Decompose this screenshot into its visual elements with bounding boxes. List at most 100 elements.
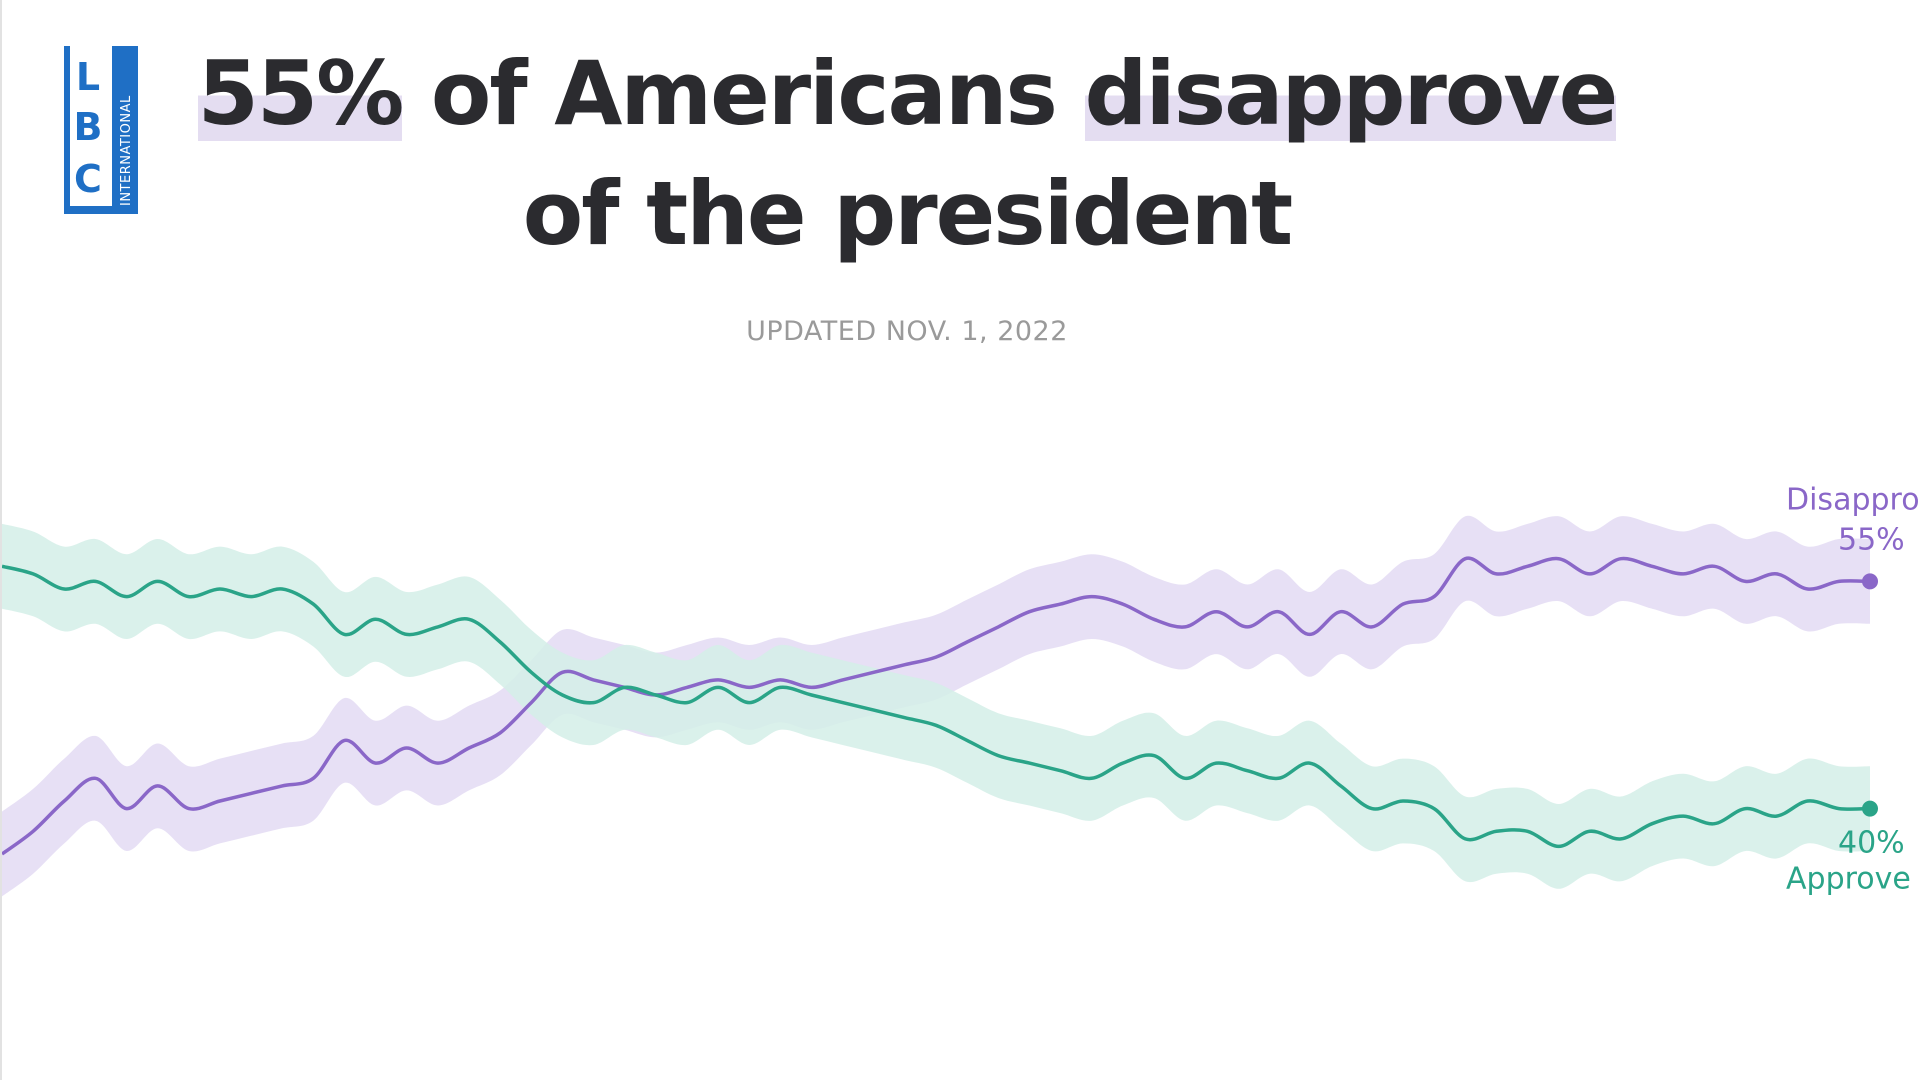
approve-point xyxy=(716,685,720,689)
approve-point xyxy=(187,595,191,599)
disapprove-point xyxy=(1775,572,1779,576)
approve-point xyxy=(778,685,782,689)
disapprove-point xyxy=(1463,557,1467,561)
disapprove-point xyxy=(467,746,471,750)
disapprove-point xyxy=(1557,557,1561,561)
logo-bar-left xyxy=(64,46,70,214)
approve-point xyxy=(93,579,97,583)
disapprove-point xyxy=(841,678,845,682)
disapprove-point xyxy=(218,799,222,803)
approve-point xyxy=(1121,761,1125,765)
approve-point xyxy=(1152,754,1156,758)
disapprove-point xyxy=(187,807,191,811)
approve-point xyxy=(1494,829,1498,833)
disapprove-point xyxy=(156,784,160,788)
disapprove-point xyxy=(1183,625,1187,629)
disapprove-point xyxy=(280,784,284,788)
disapprove-point xyxy=(1277,610,1281,614)
approve-point xyxy=(529,670,533,674)
approve-point xyxy=(1432,807,1436,811)
logo-letter-b: B xyxy=(74,105,103,149)
series-lines xyxy=(2,556,1871,856)
approve-point xyxy=(623,685,627,689)
approve-point xyxy=(872,708,876,712)
disapprove-point xyxy=(592,678,596,682)
lbc-logo: L B C INTERNATIONAL xyxy=(64,46,138,214)
disapprove-point xyxy=(93,776,97,780)
disapprove-name-label: Disapprove xyxy=(1786,482,1920,517)
approve-point xyxy=(903,716,907,720)
logo-side-band xyxy=(112,46,138,214)
approve-point xyxy=(249,595,253,599)
approve-point xyxy=(934,723,938,727)
disapprove-point xyxy=(1744,579,1748,583)
approve-point xyxy=(405,632,409,636)
approve-value-label: 40% xyxy=(1838,826,1905,861)
approve-point xyxy=(343,632,347,636)
logo-bar-bottom xyxy=(64,206,118,214)
disapprove-point xyxy=(810,685,814,689)
approve-point xyxy=(1650,822,1654,826)
disapprove-point xyxy=(965,640,969,644)
disapprove-point xyxy=(1214,610,1218,614)
disapprove-point xyxy=(31,829,35,833)
approve-point xyxy=(374,617,378,621)
disapprove-point xyxy=(996,625,1000,629)
approve-point xyxy=(1090,776,1094,780)
updated-date: UPDATED NOV. 1, 2022 xyxy=(746,316,1068,347)
approve-point xyxy=(1526,829,1530,833)
disapprove-point xyxy=(529,701,533,705)
approve-end-dot xyxy=(1862,800,1878,817)
disapprove-point xyxy=(1712,564,1716,568)
logo-letter-l: L xyxy=(76,55,100,99)
approve-point xyxy=(1339,784,1343,788)
disapprove-point xyxy=(62,799,66,803)
approve-point xyxy=(1712,822,1716,826)
approve-point xyxy=(1401,799,1405,803)
disapprove-point xyxy=(716,678,720,682)
disapprove-point xyxy=(374,761,378,765)
disapprove-point xyxy=(498,731,502,735)
approve-point xyxy=(965,738,969,742)
disapprove-line xyxy=(2,556,1871,856)
disapprove-point xyxy=(1339,610,1343,614)
disapprove-point xyxy=(1027,610,1031,614)
disapprove-point xyxy=(903,663,907,667)
disapprove-point xyxy=(778,678,782,682)
disapprove-point xyxy=(436,761,440,765)
approve-point xyxy=(1463,837,1467,841)
approve-point xyxy=(1837,807,1841,811)
disapprove-point xyxy=(311,776,315,780)
logo-letter-c: C xyxy=(74,157,102,201)
disapprove-point xyxy=(1308,632,1312,636)
logo-subtitle: INTERNATIONAL xyxy=(119,95,134,206)
title-highlight-disapprove: disapprove xyxy=(1084,42,1618,145)
approve-line xyxy=(2,564,1871,849)
approve-point xyxy=(218,587,222,591)
approve-point xyxy=(747,701,751,705)
disapprove-point xyxy=(1059,602,1063,606)
disapprove-point xyxy=(560,670,564,674)
disapprove-point xyxy=(1806,587,1810,591)
disapprove-band xyxy=(2,515,1870,897)
approve-point xyxy=(311,602,315,606)
approve-name-label: Approve xyxy=(1786,862,1911,897)
approve-point xyxy=(1806,799,1810,803)
approve-point xyxy=(560,693,564,697)
approve-point xyxy=(31,572,35,576)
approve-point xyxy=(1557,844,1561,848)
disapprove-point xyxy=(1370,625,1374,629)
approve-point xyxy=(1619,837,1623,841)
disapprove-point xyxy=(934,655,938,659)
approve-point xyxy=(280,587,284,591)
approve-point xyxy=(996,754,1000,758)
approve-point xyxy=(1214,761,1218,765)
disapprove-point xyxy=(1837,579,1841,583)
disapprove-point xyxy=(1121,602,1125,606)
disapprove-point xyxy=(249,791,253,795)
title-highlight-percent: 55% xyxy=(197,42,404,145)
disapprove-value-label: 55% xyxy=(1838,522,1905,557)
disapprove-point xyxy=(1401,602,1405,606)
